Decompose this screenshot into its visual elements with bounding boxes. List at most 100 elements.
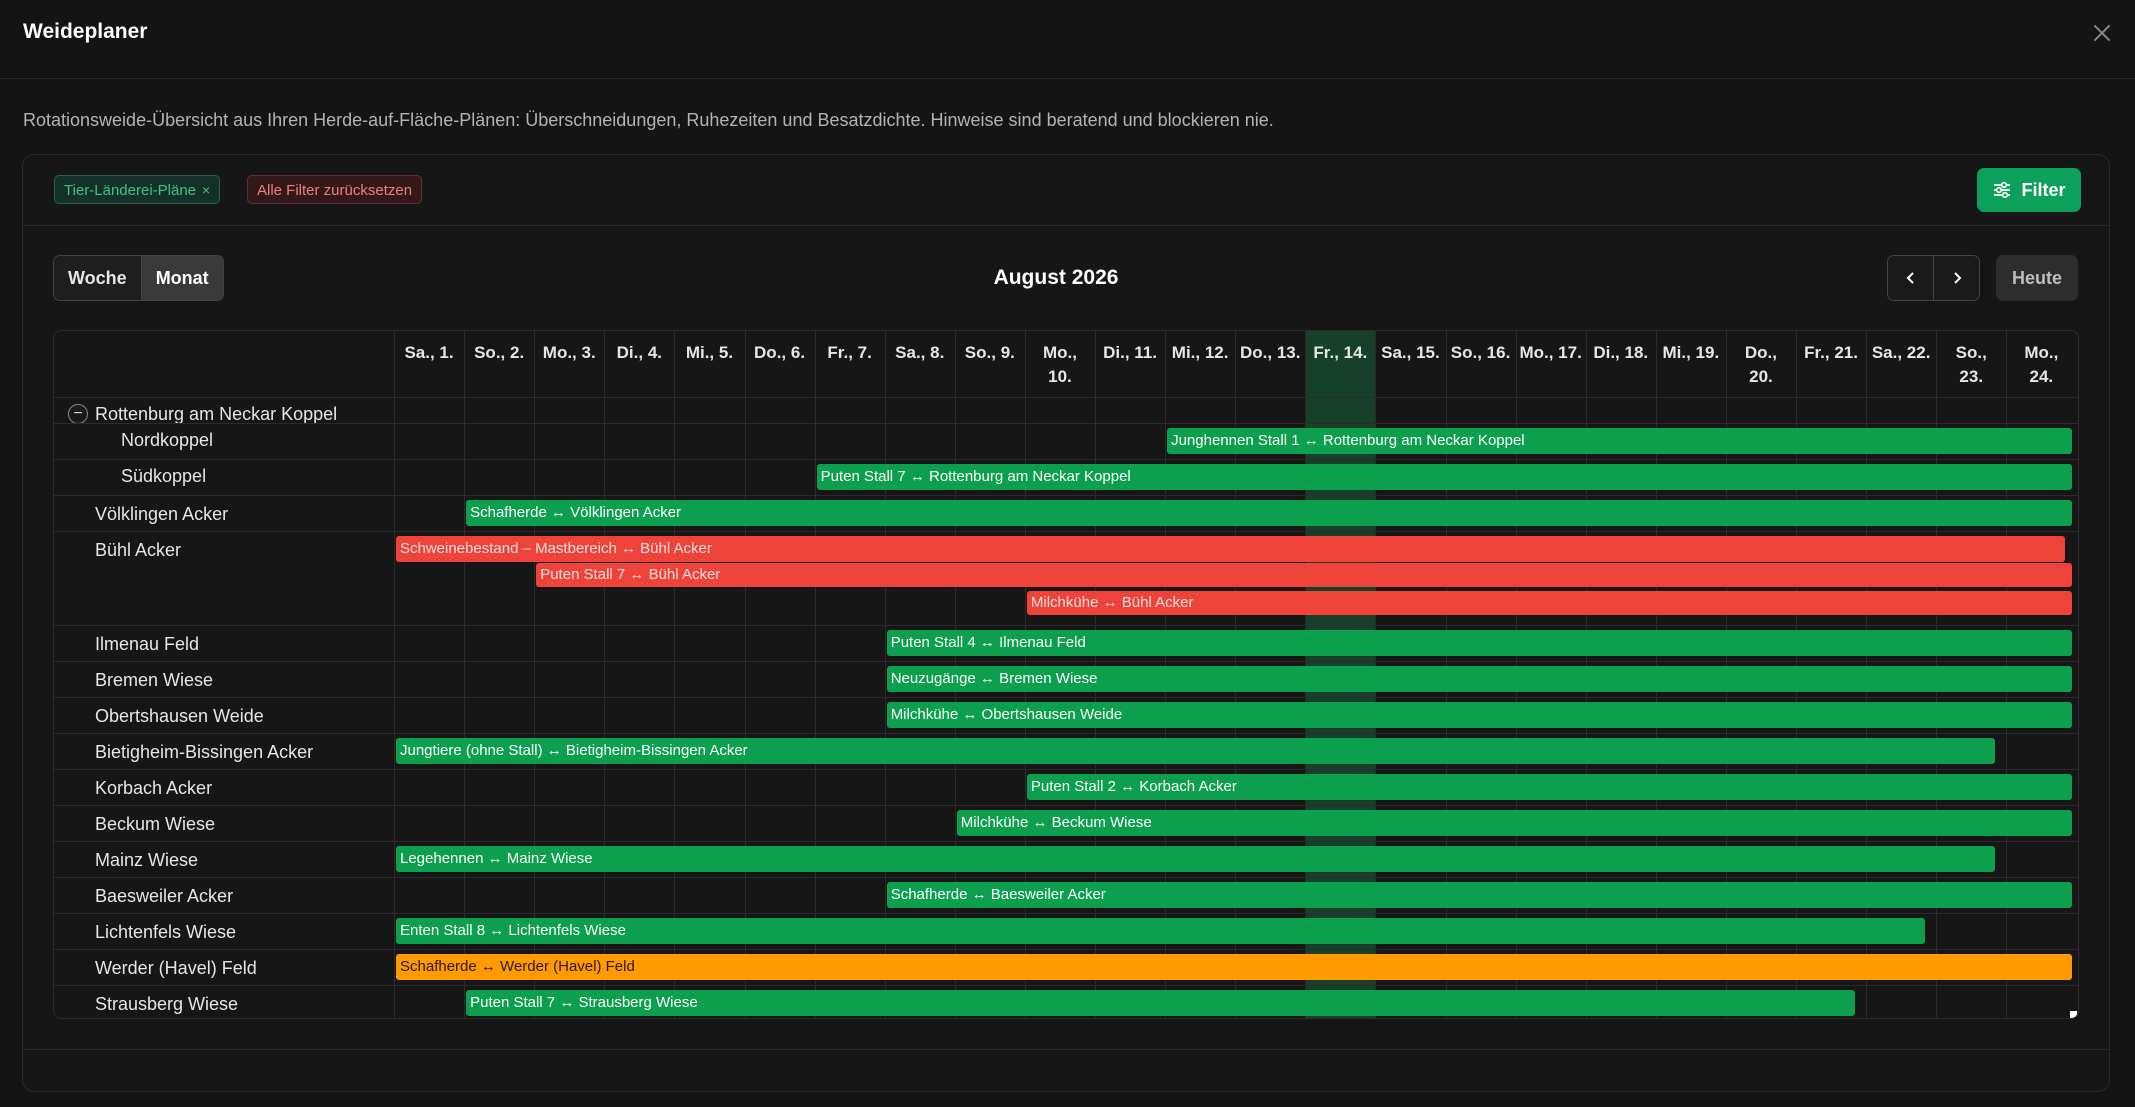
plan-bar[interactable]: Puten Stall 7 ↔ Bühl Acker — [536, 563, 2072, 587]
resize-handle[interactable] — [2070, 1011, 2077, 1018]
row-divider — [54, 985, 2078, 986]
day-header: Fr., 21. — [1796, 331, 1866, 397]
close-button[interactable] — [2089, 20, 2115, 46]
view-week-button[interactable]: Woche — [54, 256, 142, 300]
view-toggle: Woche Monat — [53, 255, 224, 301]
day-header-line1: So., 2. — [474, 343, 525, 362]
view-month-button[interactable]: Monat — [141, 256, 223, 300]
day-header: Di., 11. — [1095, 331, 1165, 397]
day-header: Do., 6. — [745, 331, 815, 397]
plan-bar[interactable]: Junghennen Stall 1 ↔ Rottenburg am Necka… — [1167, 428, 2072, 454]
plan-bar[interactable]: Puten Stall 4 ↔ Ilmenau Feld — [886, 630, 2072, 656]
row-divider — [54, 841, 2078, 842]
day-header: Di., 4. — [604, 331, 674, 397]
plan-bar[interactable]: Milchkühe ↔ Bühl Acker — [1026, 591, 2072, 615]
plan-bar[interactable]: Schafherde ↔ Werder (Havel) Feld — [396, 954, 2072, 980]
row-label: Korbach Acker — [95, 778, 213, 798]
row-label: Bremen Wiese — [95, 670, 214, 690]
day-header: So., 23. — [1936, 331, 2006, 397]
day-column-divider — [604, 331, 606, 1018]
active-filter-label: Tier-Länderei-Pläne — [64, 182, 197, 199]
day-header-line1: So., 16. — [1450, 343, 1511, 362]
day-header-line1: Mo., — [1042, 343, 1077, 362]
day-column-divider — [534, 331, 536, 1018]
row-label: Ilmenau Feld — [95, 634, 200, 654]
day-header: So., 9. — [955, 331, 1025, 397]
row-divider — [54, 531, 2078, 532]
sliders-icon — [1994, 181, 2011, 199]
row-label: Nordkoppel — [121, 430, 214, 450]
filter-button-label: Filter — [2021, 179, 2066, 200]
plan-bar[interactable]: Jungtiere (ohne Stall) ↔ Bietigheim-Biss… — [396, 738, 1996, 764]
day-header: Fr., 14. — [1305, 331, 1375, 397]
next-period-button[interactable] — [1934, 256, 1979, 300]
active-filter-chip[interactable]: Tier-Länderei-Pläne × — [54, 175, 221, 204]
close-icon — [2093, 24, 2111, 42]
plan-bar[interactable]: Neuzugänge ↔ Bremen Wiese — [886, 666, 2072, 692]
row-label: Völklingen Acker — [95, 504, 229, 524]
day-header-line2: 20. — [1749, 367, 1773, 386]
day-header-line1: Sa., 1. — [404, 343, 454, 362]
label-column-divider — [394, 331, 395, 1018]
day-header-line1: So., — [1955, 343, 1987, 362]
today-button[interactable]: Heute — [1996, 255, 2078, 301]
plan-bar[interactable]: Puten Stall 7 ↔ Strausberg Wiese — [466, 990, 1856, 1016]
day-header-line1: Mo., — [2024, 343, 2059, 362]
day-header-line1: Di., 4. — [616, 343, 663, 362]
remove-filter-icon[interactable]: × — [202, 182, 211, 198]
day-header-line1: Mi., 12. — [1171, 343, 1229, 362]
day-header-line1: Sa., 15. — [1381, 343, 1440, 362]
day-header: Mo., 17. — [1516, 331, 1586, 397]
day-header-line1: So., 9. — [964, 343, 1015, 362]
row-divider — [54, 805, 2078, 806]
day-header: Sa., 8. — [885, 331, 955, 397]
row-divider — [54, 697, 2078, 698]
day-header: Sa., 22. — [1866, 331, 1936, 397]
day-header: So., 16. — [1446, 331, 1516, 397]
row-divider — [54, 733, 2078, 734]
row-label: Bietigheim-Bissingen Acker — [95, 742, 314, 762]
day-header: Mi., 19. — [1656, 331, 1726, 397]
modal-header: Weideplaner — [0, 0, 2135, 79]
reset-filters-button[interactable]: Alle Filter zurücksetzen — [247, 175, 423, 204]
day-header-line1: Do., 6. — [754, 343, 806, 362]
plan-bar[interactable]: Milchkühe ↔ Beckum Wiese — [956, 810, 2072, 836]
plan-bar[interactable]: Legehennen ↔ Mainz Wiese — [396, 846, 1996, 872]
filter-button[interactable]: Filter — [1977, 168, 2081, 212]
day-header: Mi., 12. — [1165, 331, 1235, 397]
plan-bar[interactable]: Puten Stall 2 ↔ Korbach Acker — [1026, 774, 2072, 800]
day-header: Mo., 24. — [2006, 331, 2076, 397]
day-header: Fr., 7. — [815, 331, 885, 397]
day-header-line1: Mi., 5. — [685, 343, 734, 362]
day-column-divider — [744, 331, 746, 1018]
plan-bar[interactable]: Schweinebestand – Mastbereich ↔ Bühl Ack… — [396, 536, 2066, 562]
day-header: Sa., 15. — [1375, 331, 1445, 397]
day-header: So., 2. — [464, 331, 534, 397]
timeline-grid: Sa., 1. So., 2. Mo., 3. Di., 4. Mi., 5. Do., … — [53, 330, 2079, 1019]
row-label: Obertshausen Weide — [95, 706, 264, 726]
day-header-line2: 23. — [1959, 367, 1984, 386]
row-divider — [54, 495, 2078, 496]
plan-bar[interactable]: Puten Stall 7 ↔ Rottenburg am Neckar Kop… — [816, 464, 2072, 490]
day-header-line1: Fr., 14. — [1313, 343, 1368, 362]
day-header: Do., 13. — [1235, 331, 1305, 397]
plan-bar[interactable]: Schafherde ↔ Baesweiler Acker — [886, 882, 2072, 908]
row-label: Lichtenfels Wiese — [95, 922, 237, 942]
row-divider — [54, 661, 2078, 662]
previous-period-button[interactable] — [1888, 256, 1934, 300]
row-divider — [54, 625, 2078, 626]
day-header-line1: Do., — [1744, 343, 1777, 362]
row-divider — [54, 877, 2078, 878]
day-header: Mi., 5. — [674, 331, 744, 397]
day-column-divider — [464, 331, 466, 1018]
day-header: Mo., 10. — [1025, 331, 1095, 397]
row-divider — [54, 423, 2078, 424]
row-divider — [54, 949, 2078, 950]
plan-bar[interactable]: Enten Stall 8 ↔ Lichtenfels Wiese — [396, 918, 1926, 944]
filter-bar: Tier-Länderei-Pläne × Alle Filter zurücks… — [23, 155, 2109, 226]
plan-bar[interactable]: Schafherde ↔ Völklingen Acker — [466, 500, 2072, 526]
day-header-line1: Di., 11. — [1103, 343, 1157, 362]
day-header-line1: Di., 18. — [1593, 343, 1649, 362]
plan-bar[interactable]: Milchkühe ↔ Obertshausen Weide — [886, 702, 2072, 728]
collapse-group-button[interactable]: − — [68, 404, 88, 424]
